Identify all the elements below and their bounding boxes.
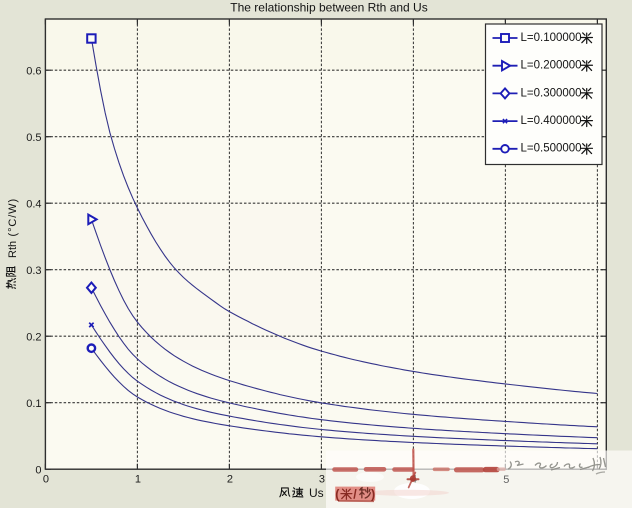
svg-text:L=0.100000: L=0.100000 (521, 32, 582, 44)
svg-text:): ) (371, 487, 375, 501)
svg-text:1: 1 (135, 474, 141, 486)
svg-text:The relationship between Rth a: The relationship between Rth and Us (230, 1, 427, 15)
svg-text:L=0.200000: L=0.200000 (521, 60, 582, 72)
svg-text:0.2: 0.2 (26, 331, 41, 343)
svg-text:L=0.400000: L=0.400000 (521, 115, 582, 127)
svg-text:5: 5 (503, 474, 509, 486)
svg-text:0: 0 (43, 474, 49, 486)
svg-text:Us: Us (309, 486, 324, 500)
svg-text:L=0.300000: L=0.300000 (521, 87, 582, 99)
svg-text:L=0.500000: L=0.500000 (521, 143, 582, 155)
svg-text:0.5: 0.5 (26, 132, 41, 144)
svg-text:0.6: 0.6 (26, 65, 41, 77)
svg-text:0: 0 (35, 464, 41, 476)
svg-text:0.4: 0.4 (26, 198, 41, 210)
svg-text:3: 3 (319, 474, 325, 486)
svg-text:0.3: 0.3 (26, 265, 41, 277)
svg-text:/: / (353, 487, 357, 501)
svg-text:Rth: Rth (7, 241, 19, 258)
svg-text:(°C/W): (°C/W) (7, 198, 19, 237)
svg-text:(: ( (335, 487, 340, 501)
svg-text:0.1: 0.1 (26, 398, 41, 410)
svg-text:2: 2 (227, 474, 233, 486)
